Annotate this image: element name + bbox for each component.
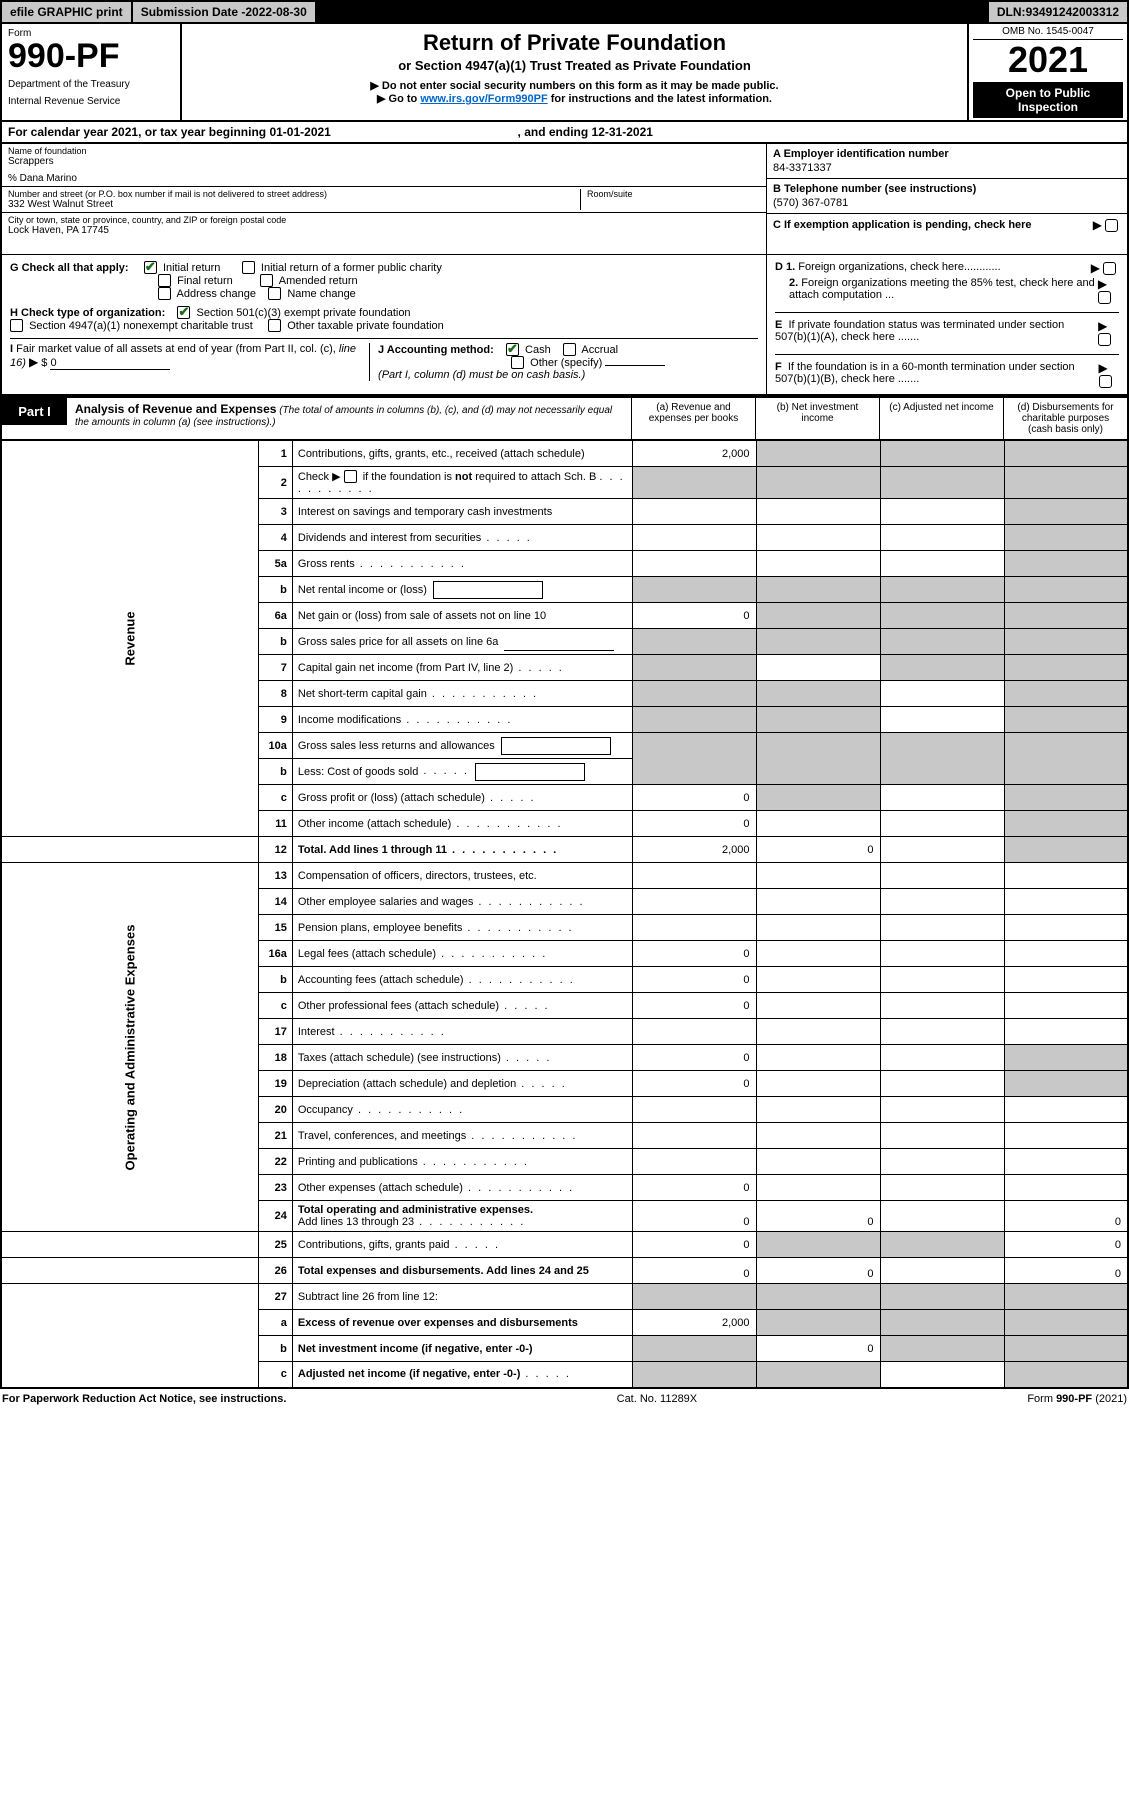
- checkbox-c[interactable]: [1105, 219, 1118, 232]
- ein-row: A Employer identification number 84-3371…: [767, 144, 1127, 179]
- checkbox-sch-b[interactable]: [344, 470, 357, 483]
- table-row: Revenue 1 Contributions, gifts, grants, …: [1, 441, 1128, 467]
- checkbox-name-change[interactable]: [268, 287, 281, 300]
- foundation-name-row: Name of foundation Scrappers % Dana Mari…: [2, 144, 766, 187]
- col-b-head: (b) Net investment income: [755, 398, 879, 439]
- checkbox-initial-return[interactable]: [144, 261, 157, 274]
- checkbox-cash[interactable]: [506, 343, 519, 356]
- checkbox-initial-former[interactable]: [242, 261, 255, 274]
- checkbox-501c3[interactable]: [177, 306, 190, 319]
- form-subtitle-1: or Section 4947(a)(1) Trust Treated as P…: [192, 58, 957, 73]
- cat-no: Cat. No. 11289X: [617, 1393, 698, 1405]
- revenue-vlabel: Revenue: [122, 516, 137, 762]
- def-right: D 1. Foreign organizations, check here..…: [767, 255, 1127, 394]
- city-state-zip: Lock Haven, PA 17745: [8, 225, 760, 236]
- part-i-label: Part I: [2, 398, 67, 425]
- irs-link[interactable]: www.irs.gov/Form990PF: [420, 93, 547, 105]
- street-row: Number and street (or P.O. box number if…: [2, 187, 766, 213]
- phone-row: B Telephone number (see instructions) (5…: [767, 179, 1127, 214]
- checkbox-amended-return[interactable]: [260, 274, 273, 287]
- part-i-table: Revenue 1 Contributions, gifts, grants, …: [0, 440, 1129, 1389]
- checkbox-other-taxable[interactable]: [268, 319, 281, 332]
- checkbox-accrual[interactable]: [563, 343, 576, 356]
- i-fmv: I Fair market value of all assets at end…: [10, 343, 369, 381]
- header-right: OMB No. 1545-0047 2021 Open to Public In…: [967, 24, 1127, 120]
- phone-value: (570) 367-0781: [773, 197, 1121, 209]
- city-row: City or town, state or province, country…: [2, 213, 766, 254]
- g-row: G Check all that apply: Initial return I…: [10, 261, 758, 300]
- col-c-head: (c) Adjusted net income: [879, 398, 1003, 439]
- part-i-cols: (a) Revenue and expenses per books (b) N…: [631, 398, 1127, 439]
- d2-row: 2. Foreign organizations meeting the 85%…: [775, 277, 1119, 304]
- l1-a: 2,000: [632, 441, 756, 467]
- table-row: 12Total. Add lines 1 through 11 2,0000: [1, 837, 1128, 863]
- checkbox-d2[interactable]: [1098, 291, 1111, 304]
- d1-row: D 1. Foreign organizations, check here..…: [775, 261, 1119, 275]
- form-number: 990-PF: [8, 39, 174, 73]
- table-row: 26Total expenses and disbursements. Add …: [1, 1258, 1128, 1284]
- checkbox-other-method[interactable]: [511, 356, 524, 369]
- fmv-value: 0: [50, 357, 170, 370]
- abc-right: A Employer identification number 84-3371…: [767, 144, 1127, 254]
- part-i-header: Part I Analysis of Revenue and Expenses …: [0, 396, 1129, 440]
- street-address: 332 West Walnut Street: [8, 199, 580, 210]
- name-address-left: Name of foundation Scrappers % Dana Mari…: [2, 144, 767, 254]
- j-accounting: J Accounting method: Cash Accrual Other …: [369, 343, 758, 381]
- checkbox-4947[interactable]: [10, 319, 23, 332]
- paperwork-notice: For Paperwork Reduction Act Notice, see …: [2, 1393, 286, 1405]
- calendar-year-row: For calendar year 2021, or tax year begi…: [0, 122, 1129, 144]
- form-subtitle-3: ▶ Go to www.irs.gov/Form990PF for instru…: [192, 92, 957, 105]
- irs: Internal Revenue Service: [8, 96, 174, 107]
- name-address-block: Name of foundation Scrappers % Dana Mari…: [0, 144, 1129, 254]
- checkbox-d1[interactable]: [1103, 262, 1116, 275]
- header-left: Form 990-PF Department of the Treasury I…: [2, 24, 182, 120]
- part-i-desc: Analysis of Revenue and Expenses (The to…: [67, 398, 631, 439]
- header-center: Return of Private Foundation or Section …: [182, 24, 967, 120]
- form-header: Form 990-PF Department of the Treasury I…: [0, 24, 1129, 122]
- col-a-head: (a) Revenue and expenses per books: [631, 398, 755, 439]
- tax-year: 2021: [973, 42, 1123, 78]
- f-row: F If the foundation is in a 60-month ter…: [775, 354, 1119, 388]
- table-row: 25Contributions, gifts, grants paid 00: [1, 1232, 1128, 1258]
- h-row: H Check type of organization: Section 50…: [10, 306, 758, 332]
- ghij-left: G Check all that apply: Initial return I…: [2, 255, 767, 394]
- checkbox-f[interactable]: [1099, 375, 1112, 388]
- exemption-pending-row: C If exemption application is pending, c…: [767, 214, 1127, 236]
- opex-vlabel: Operating and Administrative Expenses: [122, 924, 137, 1170]
- topbar: efile GRAPHIC print Submission Date - 20…: [0, 0, 1129, 24]
- checkbox-e[interactable]: [1098, 333, 1111, 346]
- e-row: E If private foundation status was termi…: [775, 312, 1119, 346]
- dln: DLN: 93491242003312: [989, 2, 1127, 22]
- page-footer: For Paperwork Reduction Act Notice, see …: [0, 1389, 1129, 1409]
- foundation-name: Scrappers: [8, 156, 760, 167]
- col-d-head: (d) Disbursements for charitable purpose…: [1003, 398, 1127, 439]
- table-row: Operating and Administrative Expenses 13…: [1, 863, 1128, 889]
- checkbox-final-return[interactable]: [158, 274, 171, 287]
- care-of: % Dana Marino: [8, 173, 760, 184]
- efile-graphic-print[interactable]: efile GRAPHIC print: [2, 2, 133, 22]
- dept-treasury: Department of the Treasury: [8, 79, 174, 90]
- open-to-public: Open to Public Inspection: [973, 82, 1123, 118]
- checkbox-address-change[interactable]: [158, 287, 171, 300]
- form-footer: Form 990-PF (2021): [1027, 1393, 1127, 1405]
- form-subtitle-2: ▶ Do not enter social security numbers o…: [192, 79, 957, 92]
- ij-row: I Fair market value of all assets at end…: [10, 338, 758, 381]
- omb-no: OMB No. 1545-0047: [973, 26, 1123, 40]
- form-title: Return of Private Foundation: [192, 30, 957, 56]
- submission-date: Submission Date - 2022-08-30: [133, 2, 317, 22]
- table-row: 27Subtract line 26 from line 12:: [1, 1284, 1128, 1310]
- ein-value: 84-3371337: [773, 162, 1121, 174]
- ghij-block: G Check all that apply: Initial return I…: [0, 254, 1129, 396]
